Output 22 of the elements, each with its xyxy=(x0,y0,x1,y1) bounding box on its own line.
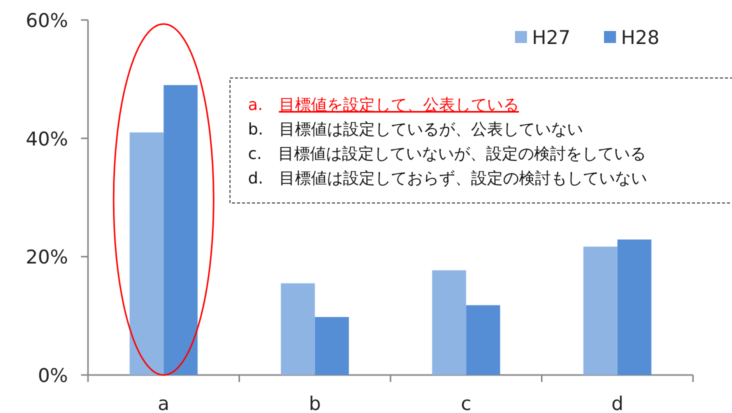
bar xyxy=(164,85,198,375)
bar xyxy=(130,132,164,375)
bar xyxy=(432,270,466,375)
y-tick-label: 0% xyxy=(38,365,68,387)
y-tick-label: 20% xyxy=(26,246,68,269)
bar xyxy=(314,317,349,375)
bar xyxy=(583,246,618,375)
x-tick-label: d xyxy=(611,393,624,413)
y-tick-label: 40% xyxy=(26,128,68,150)
x-tick-label: c xyxy=(460,393,472,413)
legend-label: H27 xyxy=(532,27,570,49)
bar xyxy=(617,240,652,375)
bar xyxy=(466,305,500,375)
y-tick-label: 60% xyxy=(26,10,68,32)
annotation: d. 目標値は設定しておらず、設定の検討もしていない xyxy=(248,168,648,188)
bar xyxy=(280,283,315,375)
annotation: a. 目標値を設定して、公表している xyxy=(248,95,519,114)
legend-label: H28 xyxy=(621,27,660,49)
x-tick-label: b xyxy=(308,393,321,413)
annotation: b. 目標値は設定しているが、公表していない xyxy=(248,120,584,138)
annotation: c. 目標値は設定していないが、設定の検討をしている xyxy=(248,144,646,163)
x-tick-label: a xyxy=(158,393,170,413)
